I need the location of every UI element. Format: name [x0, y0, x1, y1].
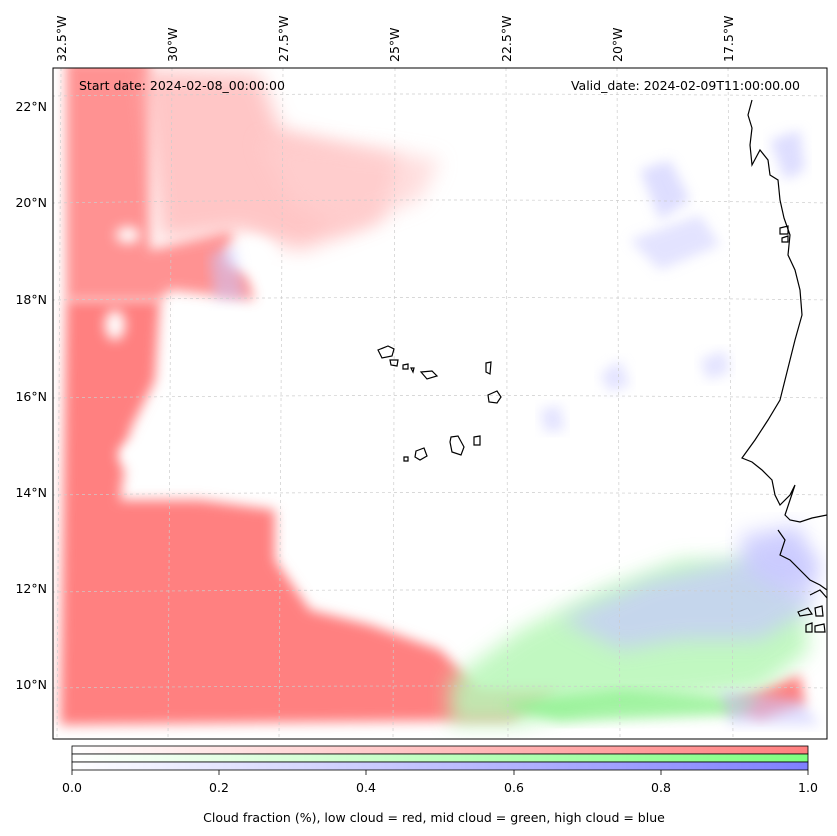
colorbar: 0.0 0.2 0.4 0.6 0.8 1.0 Cloud fraction (…	[62, 745, 818, 825]
colorbar-mid	[71, 753, 809, 763]
latitude-labels: 22°N 20°N 18°N 16°N 14°N 12°N 10°N	[15, 99, 47, 692]
colorbar-tick: 0.6	[504, 780, 524, 795]
lon-label: 27.5°W	[276, 16, 291, 62]
valid-date-label: Valid_date: 2024-02-09T11:00:00.00	[571, 78, 800, 93]
lon-label: 30°W	[165, 27, 180, 62]
lat-label: 14°N	[15, 485, 47, 500]
longitude-labels: 32.5°W 30°W 27.5°W 25°W 22.5°W 20°W 17.5…	[54, 16, 736, 62]
start-date-label: Start date: 2024-02-08_00:00:00	[79, 78, 285, 93]
colorbar-tick: 0.0	[62, 780, 82, 795]
colorbar-tick: 0.4	[356, 780, 376, 795]
lat-label: 18°N	[15, 292, 47, 307]
colorbar-tick: 0.8	[651, 780, 671, 795]
colorbar-tick: 1.0	[798, 780, 818, 795]
high-cloud-field	[210, 130, 820, 725]
lon-label: 20°W	[610, 27, 625, 62]
coastlines	[377, 99, 827, 633]
colorbar-high	[71, 761, 809, 771]
map-frame	[52, 67, 828, 740]
colorbar-low	[71, 745, 809, 755]
low-cloud-field	[60, 68, 805, 725]
colorbar-title: Cloud fraction (%), low cloud = red, mid…	[203, 810, 665, 825]
lat-label: 16°N	[15, 389, 47, 404]
lat-label: 22°N	[15, 99, 47, 114]
lon-label: 32.5°W	[54, 16, 69, 62]
colorbar-tick: 0.2	[209, 780, 229, 795]
lat-label: 20°N	[15, 195, 47, 210]
lon-label: 25°W	[387, 27, 402, 62]
lat-label: 12°N	[15, 581, 47, 596]
lat-label: 10°N	[15, 677, 47, 692]
lon-label: 22.5°W	[499, 16, 514, 62]
lon-label: 17.5°W	[721, 16, 736, 62]
gridlines	[53, 68, 827, 739]
